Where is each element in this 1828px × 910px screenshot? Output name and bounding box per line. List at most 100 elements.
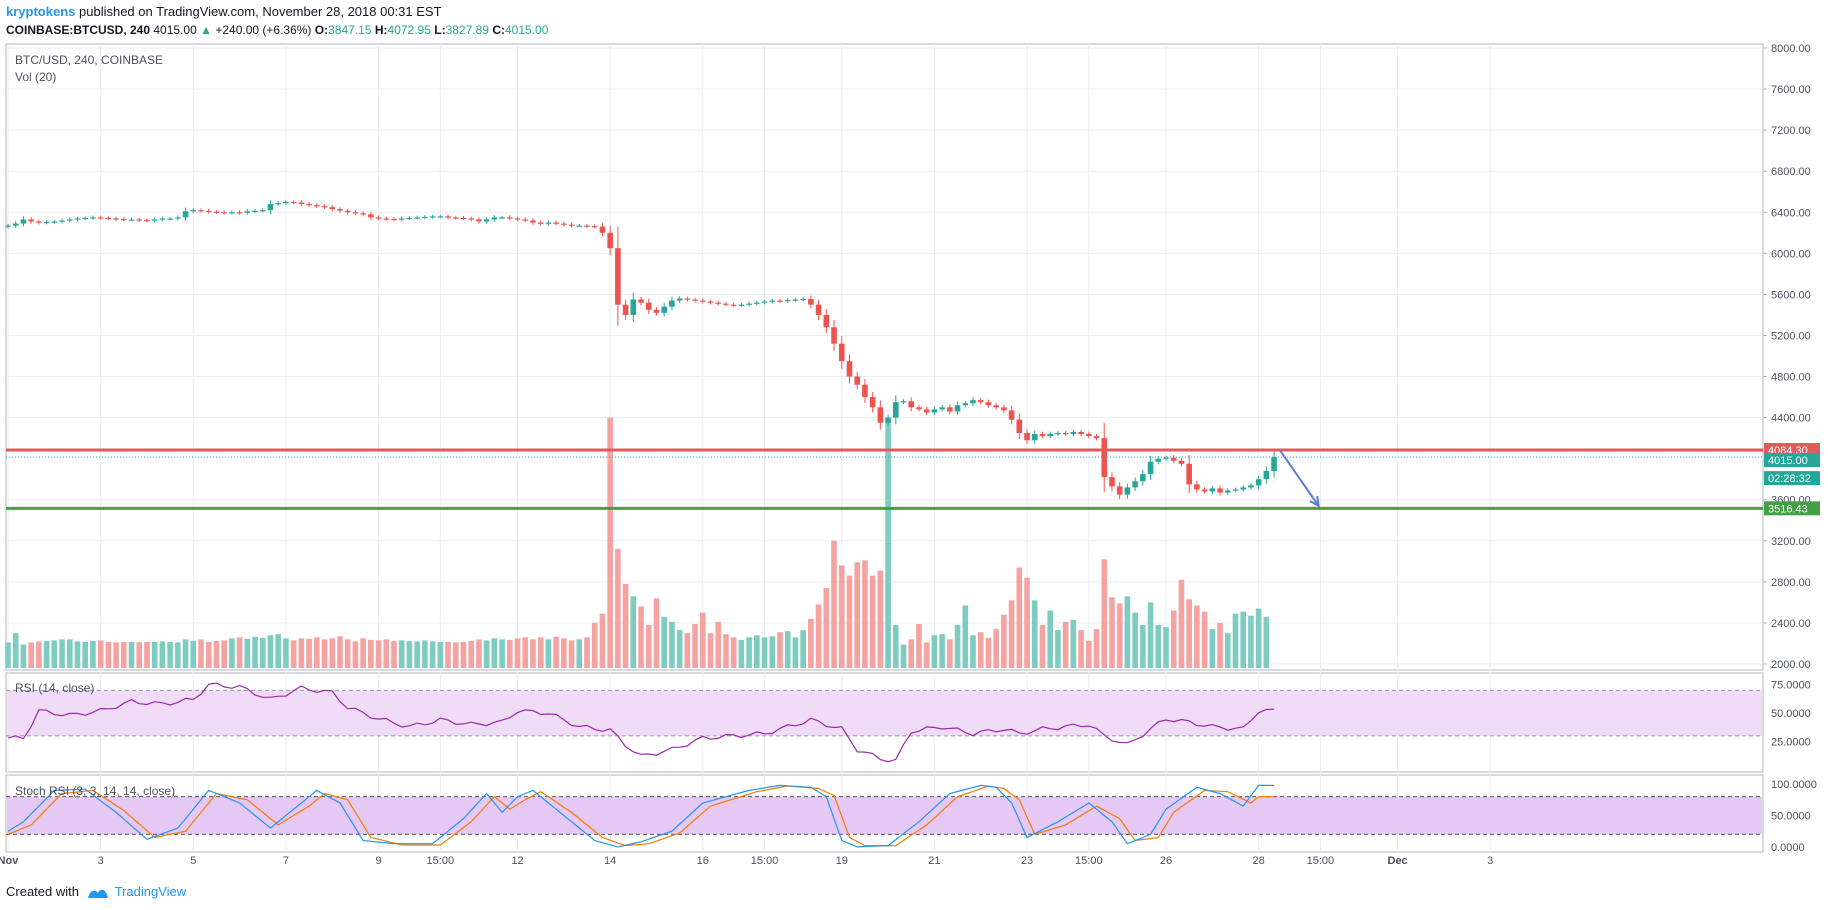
stoch-legend: Stoch RSI (3, 3, 14, 14, close) (15, 784, 175, 798)
price-tick-label: 4400.00 (1771, 413, 1811, 425)
volume-bar (591, 622, 598, 668)
candle-body (893, 402, 899, 418)
price-chart[interactable]: 8000.00 7600.00 7200.00 6800.00 6400.00 6000.… (0, 0, 1828, 880)
volume-bar (977, 632, 984, 668)
volume-bar (275, 634, 281, 668)
candle-body (414, 217, 420, 219)
time-tick-label: 19 (836, 855, 848, 867)
candle-body (545, 222, 552, 224)
price-tick-label: 8000.00 (1771, 43, 1811, 55)
volume-bar (700, 612, 706, 668)
last-price-badge (1764, 453, 1820, 468)
volume-bar (1016, 567, 1023, 668)
volume-bar (792, 637, 799, 668)
volume-bar (615, 549, 621, 668)
stoch-pane-frame (5, 774, 1764, 853)
candle-body (707, 301, 714, 303)
candle-body (962, 403, 969, 406)
candle-body (1008, 410, 1015, 420)
volume-bar (1047, 610, 1053, 668)
chart-title: BTC/USD, 240, COINBASE (15, 53, 163, 67)
volume-bar (445, 641, 451, 668)
main-pane-frame (5, 43, 1764, 671)
volume-bar (1178, 579, 1185, 668)
volume-bar (1086, 640, 1092, 668)
volume-bar (947, 639, 953, 668)
candle-body (5, 225, 11, 227)
candle-body (1101, 438, 1108, 478)
candle-body (684, 298, 691, 300)
candle-body (977, 400, 984, 403)
author-link[interactable]: kryptokens (6, 4, 76, 19)
volume-bar (1116, 603, 1123, 668)
candle-body (954, 405, 961, 412)
candle-body (985, 402, 992, 406)
candle-body (375, 217, 382, 219)
candle-body (314, 205, 320, 207)
candle-body (1132, 481, 1138, 488)
volume-bar (707, 633, 714, 668)
candle-body (1201, 489, 1208, 492)
volume-bar (638, 606, 644, 668)
tradingview-link[interactable]: TradingView (114, 884, 187, 899)
price-tick-label: 6000.00 (1771, 248, 1811, 260)
candle-body (916, 407, 922, 410)
time-tick-label: Dec (1388, 855, 1408, 867)
candle-body (1170, 457, 1177, 461)
candle-body (784, 300, 791, 302)
candle-body (151, 219, 158, 221)
candle-body (638, 299, 644, 303)
price-tick-label: 5200.00 (1771, 330, 1811, 342)
candle-body (290, 202, 297, 204)
volume-bar (97, 640, 104, 668)
published-info: published on TradingView.com, November 2… (79, 4, 442, 19)
volume-bar (136, 642, 143, 668)
candle-body (1093, 436, 1100, 439)
volume-bar (213, 640, 220, 668)
time-tick-label: 26 (1160, 855, 1172, 867)
candle-body (800, 299, 806, 301)
candle-body (1194, 484, 1200, 490)
volume-bar (1248, 615, 1254, 668)
candle-body (1263, 470, 1270, 480)
candle-body (1024, 433, 1030, 441)
candle-body (82, 217, 88, 220)
volume-bar (1109, 597, 1115, 668)
time-tick-label: 3 (1487, 855, 1493, 867)
volume-bar (1124, 596, 1131, 668)
price-tick-label: 2800.00 (1771, 577, 1811, 589)
volume-bar (352, 641, 359, 668)
volume-bar (229, 638, 235, 668)
last-price: 4015.00 (153, 23, 197, 37)
volume-bar (105, 641, 112, 668)
volume-bar (1055, 630, 1061, 668)
high-label: H: (374, 23, 388, 37)
volume-bar (1039, 624, 1046, 668)
candle-body (1240, 487, 1246, 490)
candle-body (1124, 487, 1131, 495)
volume-bar (51, 640, 58, 668)
volume-bar (684, 633, 691, 668)
volume-bar (923, 642, 930, 668)
volume-bar (1255, 608, 1262, 668)
candle-body (406, 217, 413, 220)
volume-bar (823, 588, 830, 668)
volume-bar (337, 636, 343, 668)
time-tick-label: 23 (1021, 855, 1033, 867)
volume-bar (452, 642, 459, 668)
candle-body (1140, 474, 1146, 482)
candle-body (452, 217, 459, 219)
candle-body (113, 218, 119, 220)
candle-body (838, 343, 845, 362)
volume-bar (144, 641, 150, 668)
level-lines (6, 448, 1763, 510)
volume-bar (1031, 600, 1038, 668)
volume-bar (1078, 630, 1084, 668)
volume-bar (113, 642, 119, 668)
candle-body (267, 204, 274, 211)
candle-body (815, 304, 822, 315)
time-tick-label: 15:00 (427, 855, 455, 867)
volume-bar (1093, 629, 1100, 668)
candle-body (862, 384, 868, 398)
candle-body (715, 302, 722, 304)
